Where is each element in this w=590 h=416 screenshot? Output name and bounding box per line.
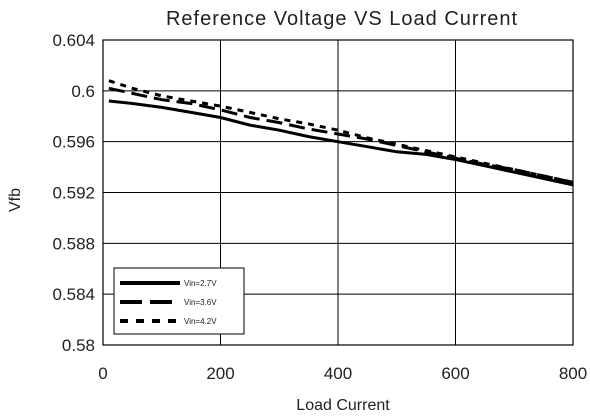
y-tick-label: 0.592 [52, 184, 95, 203]
x-tick-label: 200 [206, 364, 234, 383]
series-line [108, 79, 574, 184]
chart-title: Reference Voltage VS Load Current [166, 8, 518, 30]
y-tick-label: 0.584 [52, 285, 95, 304]
y-tick-label: 0.588 [52, 234, 95, 253]
y-axis-ticks: 0.58 0.584 0.588 0.592 0.596 0.6 0.604 [52, 31, 95, 355]
plot-area-frame [102, 39, 574, 346]
x-tick-label: 400 [324, 364, 352, 383]
x-axis-label: Load Current [296, 397, 390, 414]
y-tick-label: 0.596 [52, 133, 95, 152]
legend-label: Vin=2.7V [184, 279, 217, 288]
series-line [108, 99, 574, 187]
y-axis-label: Vfb [7, 188, 24, 212]
series-line [108, 86, 574, 184]
x-tick-label: 600 [441, 364, 469, 383]
y-tick-label: 0.58 [62, 336, 95, 355]
legend-box [113, 267, 245, 335]
x-tick-label: 0 [98, 364, 107, 383]
x-axis-ticks: 0 200 400 600 800 [98, 364, 587, 383]
series-lines [108, 79, 574, 187]
legend-label: Vin=4.2V [184, 317, 217, 326]
x-tick-label: 800 [559, 364, 587, 383]
legend-label: Vin=3.6V [184, 298, 217, 307]
y-tick-label: 0.604 [52, 31, 95, 50]
y-tick-label: 0.6 [71, 82, 95, 101]
legend: Vin=2.7V Vin=3.6V Vin=4.2V [113, 267, 245, 335]
